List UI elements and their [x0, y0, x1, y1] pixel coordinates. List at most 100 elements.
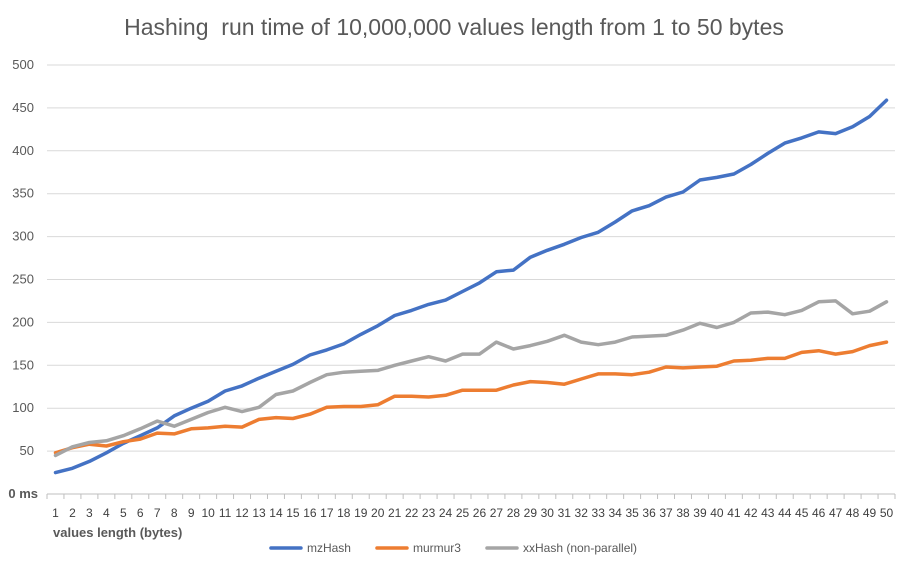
data-point [88, 441, 91, 444]
data-point [478, 281, 481, 285]
x-tick-label: 27 [490, 506, 504, 520]
data-point [613, 372, 617, 376]
x-tick-label: 29 [524, 506, 538, 520]
x-tick-label: 47 [829, 506, 843, 520]
data-point [223, 425, 227, 428]
x-tick-label: 9 [188, 506, 195, 520]
y-tick-label: 450 [12, 100, 34, 115]
data-point [240, 410, 244, 413]
data-point [512, 268, 515, 272]
x-tick-label: 7 [154, 506, 161, 520]
data-point [749, 311, 753, 315]
data-point [156, 426, 159, 430]
data-point [308, 413, 312, 416]
data-point [139, 427, 142, 430]
data-point [647, 370, 651, 374]
x-tick-label: 30 [541, 506, 555, 520]
data-point [529, 344, 532, 347]
data-point [444, 359, 447, 363]
data-point [122, 440, 125, 443]
y-tick-label: 0 ms [8, 486, 38, 501]
data-point [376, 403, 379, 406]
data-point [495, 270, 498, 273]
data-point [664, 334, 668, 337]
x-tick-label: 26 [473, 506, 487, 520]
data-point [851, 350, 854, 353]
x-axis-label: values length (bytes) [53, 525, 182, 540]
x-tick-label: 11 [219, 506, 232, 520]
data-point [715, 364, 719, 368]
data-point [681, 190, 685, 194]
data-point [630, 209, 634, 213]
x-tick-label: 46 [812, 506, 826, 520]
data-point [664, 365, 668, 369]
data-point [257, 376, 261, 380]
data-point [715, 326, 719, 329]
data-point [88, 460, 91, 463]
data-point [359, 333, 362, 336]
data-point [851, 125, 854, 128]
data-point [393, 394, 396, 398]
data-point [189, 418, 193, 421]
data-point [342, 405, 345, 408]
x-tick-label: 21 [388, 506, 402, 520]
series-line [53, 340, 889, 455]
data-point [223, 406, 227, 409]
data-point [613, 340, 617, 344]
data-point [715, 176, 719, 179]
data-point [529, 255, 532, 259]
data-point [189, 407, 193, 410]
data-point [783, 313, 786, 316]
x-tick-label: 3 [86, 506, 93, 520]
data-point [105, 439, 108, 443]
x-tick-label: 45 [795, 506, 809, 520]
x-tick-label: 50 [880, 506, 894, 520]
x-tick-label: 49 [863, 506, 877, 520]
data-point [698, 365, 702, 369]
data-point [393, 314, 396, 317]
data-point [478, 352, 481, 356]
x-tick-label: 22 [405, 506, 419, 520]
data-point [749, 163, 753, 166]
data-point [206, 411, 210, 414]
data-point [54, 471, 57, 474]
data-point [766, 310, 769, 314]
data-point [630, 373, 634, 376]
data-point [817, 300, 820, 304]
data-point [223, 389, 227, 393]
data-point [376, 324, 379, 328]
data-point [766, 357, 769, 360]
data-point [410, 309, 413, 312]
x-tick-label: 36 [642, 506, 656, 520]
data-point [461, 290, 464, 293]
y-tick-label: 100 [12, 400, 34, 415]
data-point [563, 243, 566, 246]
data-point [342, 342, 345, 346]
x-tick-label: 33 [592, 506, 606, 520]
data-point [257, 406, 261, 409]
data-point [308, 353, 312, 357]
data-point [478, 388, 481, 392]
data-point [783, 141, 786, 145]
legend-label: xxHash (non-parallel) [523, 541, 637, 555]
data-point [647, 334, 651, 338]
data-point [800, 351, 803, 354]
data-point [868, 344, 871, 347]
data-point [376, 369, 379, 372]
x-tick-label: 48 [846, 506, 860, 520]
y-tick-label: 150 [12, 357, 34, 372]
data-point [580, 377, 583, 381]
data-point [291, 417, 295, 420]
data-point [885, 300, 888, 304]
y-tick-label: 350 [12, 186, 34, 201]
data-point [546, 340, 549, 343]
data-point [257, 418, 261, 421]
data-point [444, 298, 447, 302]
x-tick-label: 28 [507, 506, 521, 520]
y-tick-label: 200 [12, 314, 34, 329]
data-point [834, 132, 837, 135]
data-point [291, 389, 295, 393]
data-point [563, 382, 566, 386]
data-point [189, 427, 193, 430]
